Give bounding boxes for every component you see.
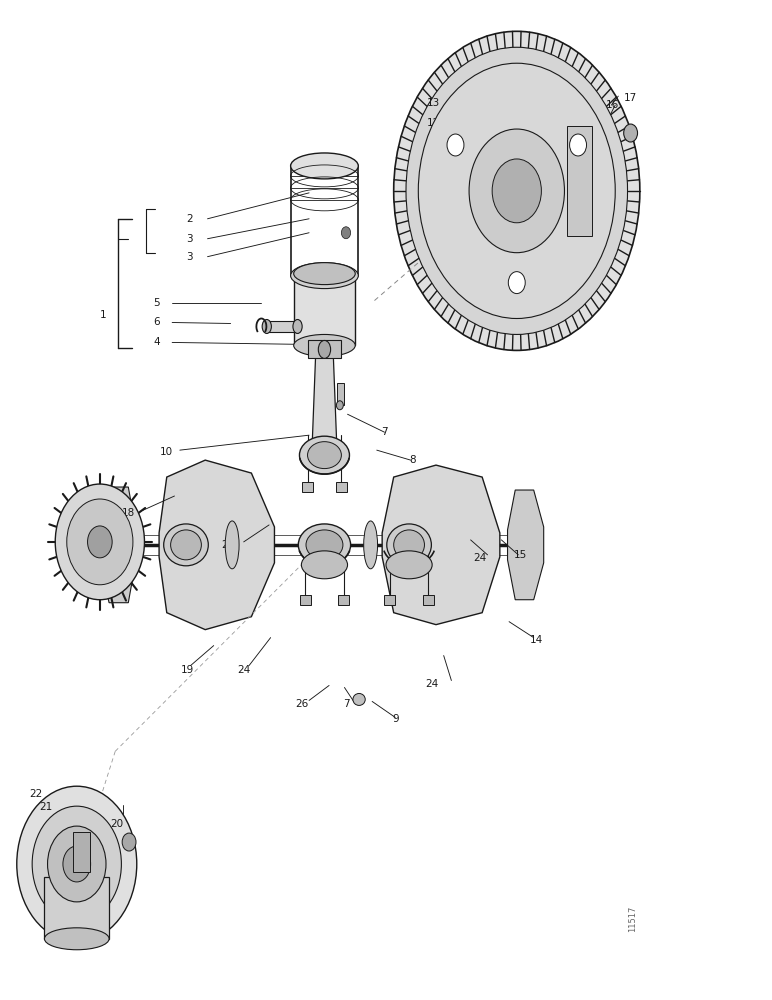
Bar [300, 595, 310, 605]
Ellipse shape [225, 521, 239, 569]
Circle shape [87, 526, 112, 558]
Text: 21: 21 [39, 802, 52, 812]
Text: 10: 10 [161, 447, 174, 457]
Text: 2: 2 [187, 214, 193, 224]
Text: 7: 7 [343, 699, 349, 709]
Ellipse shape [171, 530, 201, 560]
Circle shape [418, 63, 615, 319]
Circle shape [48, 826, 106, 902]
Text: 22: 22 [29, 789, 42, 799]
Polygon shape [567, 126, 592, 236]
Circle shape [493, 159, 541, 223]
Text: 24: 24 [425, 679, 438, 689]
Circle shape [17, 786, 137, 942]
Polygon shape [382, 465, 499, 625]
Text: 14: 14 [530, 635, 543, 645]
Text: 25: 25 [222, 540, 235, 550]
Bar [45, 877, 109, 939]
Bar [302, 482, 313, 492]
Bar [73, 832, 90, 872]
Text: 16: 16 [606, 100, 620, 110]
Text: 20: 20 [110, 819, 124, 829]
Text: 26: 26 [295, 699, 308, 709]
Circle shape [447, 134, 464, 156]
Circle shape [32, 806, 121, 922]
Text: 9: 9 [392, 714, 398, 724]
Text: 24: 24 [473, 553, 486, 563]
Circle shape [122, 833, 136, 851]
Bar [337, 383, 344, 405]
Ellipse shape [290, 153, 358, 179]
Text: 19: 19 [181, 665, 195, 675]
Bar [384, 595, 395, 605]
Text: 8: 8 [410, 455, 416, 465]
Text: 3: 3 [187, 252, 193, 262]
Bar [307, 340, 341, 358]
Polygon shape [100, 487, 136, 603]
Ellipse shape [353, 693, 365, 705]
Polygon shape [312, 345, 337, 445]
Ellipse shape [262, 320, 272, 333]
Ellipse shape [290, 263, 358, 289]
Text: 7: 7 [381, 427, 388, 437]
Text: 17: 17 [624, 93, 637, 103]
Ellipse shape [364, 521, 378, 569]
Ellipse shape [318, 340, 330, 358]
Ellipse shape [293, 320, 302, 333]
Ellipse shape [164, 524, 208, 566]
Bar [336, 482, 347, 492]
Text: 24: 24 [237, 665, 250, 675]
Bar [423, 595, 434, 605]
Ellipse shape [387, 524, 432, 566]
Ellipse shape [293, 334, 355, 356]
Text: 13: 13 [427, 98, 440, 108]
Ellipse shape [307, 442, 341, 469]
Text: 6: 6 [154, 317, 160, 327]
Polygon shape [507, 490, 543, 600]
Ellipse shape [306, 530, 343, 560]
Circle shape [570, 134, 587, 156]
Circle shape [508, 272, 525, 294]
Ellipse shape [386, 551, 432, 579]
Text: 3: 3 [187, 234, 193, 244]
Bar [293, 274, 355, 345]
Text: 5: 5 [154, 298, 160, 308]
Text: 1: 1 [100, 310, 107, 320]
Circle shape [406, 47, 628, 334]
Circle shape [624, 124, 638, 142]
Circle shape [63, 846, 90, 882]
Text: 23: 23 [68, 912, 81, 922]
Polygon shape [159, 460, 275, 630]
Circle shape [394, 31, 640, 350]
Bar [338, 595, 349, 605]
Text: 4: 4 [154, 337, 160, 347]
Text: 12: 12 [427, 118, 440, 128]
Ellipse shape [300, 436, 350, 474]
Circle shape [469, 129, 564, 253]
Text: 11517: 11517 [628, 906, 637, 932]
Text: 11: 11 [314, 553, 327, 563]
Ellipse shape [45, 928, 109, 950]
Text: 15: 15 [514, 550, 527, 560]
Bar [267, 320, 297, 332]
Ellipse shape [293, 263, 355, 285]
Circle shape [341, 227, 350, 239]
Ellipse shape [301, 551, 347, 579]
Ellipse shape [298, 524, 350, 566]
Text: 18: 18 [122, 508, 135, 518]
Circle shape [56, 484, 144, 600]
Circle shape [66, 499, 133, 585]
Ellipse shape [337, 401, 344, 410]
Ellipse shape [394, 530, 425, 560]
